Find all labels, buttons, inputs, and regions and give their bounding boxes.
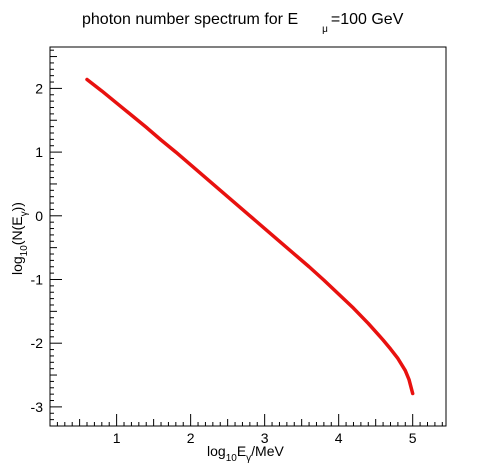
x-tick-labels: 1 2 3 4 5 bbox=[113, 430, 417, 446]
y-tick-label: -1 bbox=[31, 271, 44, 287]
xlabel-sub: 10 bbox=[226, 453, 238, 464]
x-tick-label: 4 bbox=[335, 430, 343, 446]
x-tick-label: 5 bbox=[409, 430, 417, 446]
title-main: photon number spectrum for E bbox=[82, 11, 298, 28]
xlabel-tail: /MeV bbox=[251, 443, 284, 459]
series-line bbox=[85, 77, 415, 396]
series-layer bbox=[85, 77, 415, 396]
title-tail: =100 GeV bbox=[331, 11, 404, 28]
y-tick-label: 0 bbox=[35, 208, 43, 224]
ylabel-tail: )) bbox=[9, 202, 25, 211]
xlabel-main: log bbox=[207, 443, 226, 459]
y-tick-label: -2 bbox=[31, 335, 44, 351]
title-sub: μ bbox=[322, 24, 328, 35]
ylabel-sub: 10 bbox=[19, 245, 30, 257]
x-tick-label: 1 bbox=[113, 430, 121, 446]
ylabel-sub2: γ bbox=[19, 211, 30, 216]
x-tick-label: 3 bbox=[261, 430, 269, 446]
x-axis-title: log10Eγ/MeV bbox=[207, 443, 284, 464]
y-ticks bbox=[50, 49, 62, 427]
xlabel-mid: E bbox=[237, 443, 246, 459]
y-tick-label: 1 bbox=[35, 144, 43, 160]
xlabel-sub2: γ bbox=[246, 453, 251, 464]
y-tick-label: 2 bbox=[35, 80, 43, 96]
plot-frame bbox=[49, 46, 447, 427]
chart-title: photon number spectrum for E μ=100 GeV bbox=[82, 11, 404, 35]
y-tick-label: -3 bbox=[31, 399, 44, 415]
y-axis-title: log10(N(Eγ)) bbox=[9, 202, 30, 275]
x-ticks bbox=[49, 414, 443, 426]
x-tick-label: 2 bbox=[187, 430, 195, 446]
y-tick-labels: -3 -2 -1 0 1 2 bbox=[31, 80, 44, 414]
ylabel-mid: (N(E bbox=[9, 216, 25, 245]
ylabel-main: log bbox=[9, 256, 25, 275]
